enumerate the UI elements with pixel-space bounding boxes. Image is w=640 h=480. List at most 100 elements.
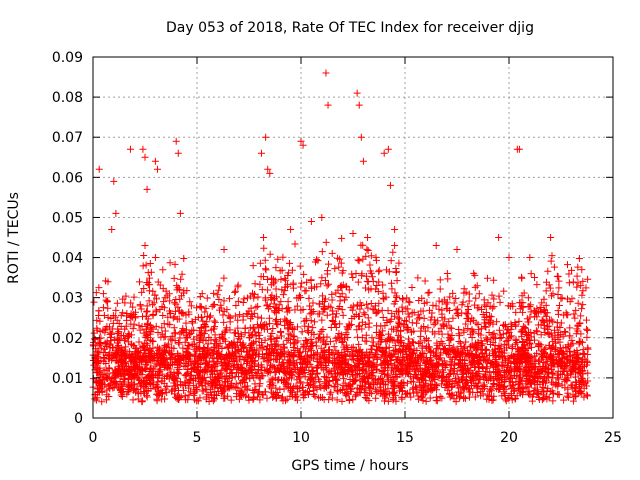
data-point <box>409 374 417 382</box>
data-point <box>491 342 499 350</box>
data-point <box>166 349 174 357</box>
data-point <box>318 213 326 221</box>
data-point <box>267 332 275 340</box>
data-point <box>405 346 413 354</box>
data-point <box>303 379 311 387</box>
data-point <box>462 309 470 317</box>
data-point <box>144 322 152 330</box>
data-point <box>430 384 438 392</box>
data-point <box>173 286 181 294</box>
data-point <box>97 344 105 352</box>
data-point <box>96 364 104 372</box>
data-point <box>388 388 396 396</box>
data-point <box>491 357 499 365</box>
data-point <box>430 321 438 329</box>
data-point <box>214 375 222 383</box>
data-point <box>270 364 278 372</box>
data-point <box>539 352 547 360</box>
data-point <box>113 299 121 307</box>
data-point <box>127 320 135 328</box>
data-point <box>555 284 563 292</box>
data-point <box>570 310 578 318</box>
data-point <box>455 384 463 392</box>
data-point <box>126 145 134 153</box>
data-point <box>414 375 422 383</box>
data-point <box>291 240 299 248</box>
data-point <box>264 165 272 173</box>
data-point <box>274 342 282 350</box>
data-point <box>292 392 300 400</box>
x-tick-label: 5 <box>193 430 202 446</box>
data-point <box>219 311 227 319</box>
data-point <box>418 349 426 357</box>
data-point <box>286 369 294 377</box>
data-point <box>557 319 565 327</box>
data-point <box>238 388 246 396</box>
data-point <box>138 288 146 296</box>
data-point <box>529 362 537 370</box>
data-point <box>284 304 292 312</box>
data-point <box>579 377 587 385</box>
data-point <box>99 290 107 298</box>
data-point <box>266 250 274 258</box>
data-point <box>90 298 98 306</box>
data-point <box>555 302 563 310</box>
data-point <box>282 316 290 324</box>
data-point <box>142 308 150 316</box>
data-point <box>257 149 265 157</box>
data-point <box>373 322 381 330</box>
data-point <box>220 297 228 305</box>
data-point <box>144 269 152 277</box>
data-point <box>374 375 382 383</box>
data-point <box>584 392 592 400</box>
data-point <box>297 137 305 145</box>
data-point <box>471 301 479 309</box>
data-point <box>313 385 321 393</box>
data-point <box>254 313 262 321</box>
data-point <box>238 377 246 385</box>
data-point <box>344 333 352 341</box>
data-point <box>483 274 491 282</box>
x-tick-label: 10 <box>292 430 310 446</box>
data-point <box>254 393 262 401</box>
data-point <box>273 393 281 401</box>
data-point <box>309 324 317 332</box>
data-point <box>231 329 239 337</box>
data-point <box>364 375 372 383</box>
data-point <box>142 361 150 369</box>
data-point <box>174 368 182 376</box>
data-point <box>321 354 329 362</box>
data-point <box>194 363 202 371</box>
y-tick-label: 0.05 <box>52 210 83 226</box>
data-point <box>349 396 357 404</box>
data-point <box>217 301 225 309</box>
data-point <box>130 293 138 301</box>
data-point <box>435 328 443 336</box>
data-point <box>477 325 485 333</box>
data-point <box>301 322 309 330</box>
data-point <box>375 278 383 286</box>
data-point <box>484 376 492 384</box>
data-point <box>375 266 383 274</box>
data-point <box>191 366 199 374</box>
data-point <box>248 345 256 353</box>
data-point <box>351 392 359 400</box>
data-point <box>173 358 181 366</box>
data-point <box>579 277 587 285</box>
data-point <box>475 375 483 383</box>
data-point <box>462 320 470 328</box>
data-point <box>331 265 339 273</box>
data-point <box>544 369 552 377</box>
data-point <box>289 344 297 352</box>
data-point <box>294 337 302 345</box>
data-point <box>227 382 235 390</box>
data-point <box>504 302 512 310</box>
data-point <box>257 314 265 322</box>
data-point <box>261 336 269 344</box>
data-point <box>427 349 435 357</box>
data-point <box>438 313 446 321</box>
data-point <box>195 369 203 377</box>
data-point <box>531 352 539 360</box>
x-tick-label: 15 <box>396 430 414 446</box>
data-point <box>574 349 582 357</box>
